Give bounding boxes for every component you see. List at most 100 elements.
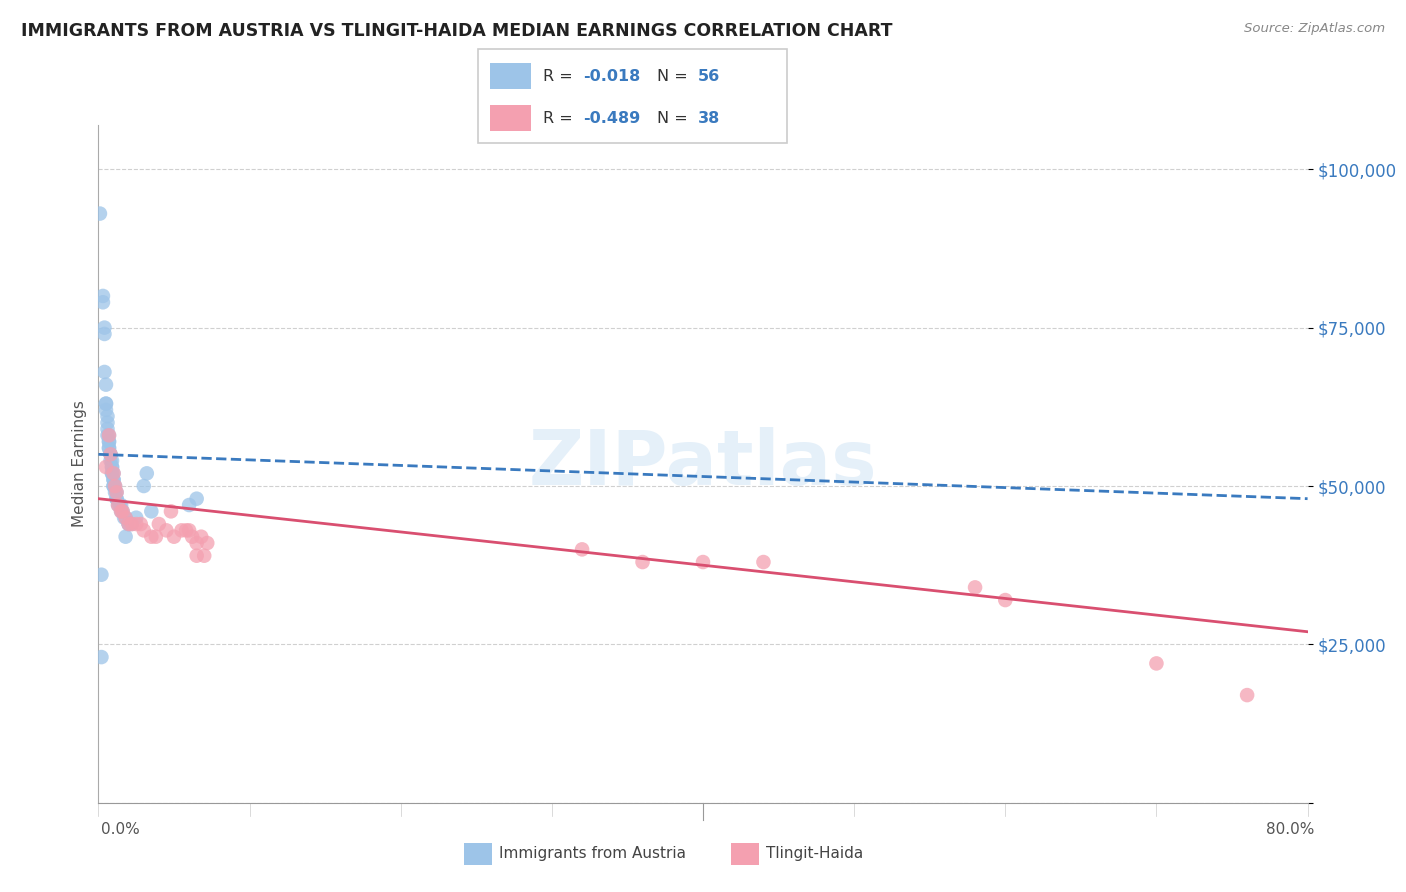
Text: Tlingit-Haida: Tlingit-Haida <box>766 847 863 861</box>
Point <box>101 467 124 481</box>
Point <box>170 524 193 538</box>
Point <box>752 555 775 569</box>
Text: 0.0%: 0.0% <box>101 822 141 837</box>
Point <box>160 504 183 518</box>
Text: R =: R = <box>543 111 578 126</box>
Point <box>121 516 143 531</box>
Point <box>94 460 117 475</box>
Point <box>94 403 117 417</box>
Point <box>103 479 125 493</box>
Text: N =: N = <box>658 69 693 84</box>
Point <box>96 428 118 442</box>
Point <box>103 479 125 493</box>
Text: -0.018: -0.018 <box>583 69 641 84</box>
Point <box>155 524 177 538</box>
FancyBboxPatch shape <box>478 49 787 143</box>
Point <box>100 453 122 467</box>
Point <box>105 485 128 500</box>
Point <box>98 434 121 449</box>
Point <box>91 295 114 310</box>
Point <box>994 593 1017 607</box>
Point <box>103 467 125 481</box>
Point <box>141 530 163 544</box>
Point <box>965 581 987 595</box>
Point <box>114 530 136 544</box>
Point <box>103 467 125 481</box>
Point <box>186 491 208 506</box>
Point <box>107 498 129 512</box>
Point <box>181 530 204 544</box>
Point <box>105 491 128 506</box>
Point <box>103 473 125 487</box>
Point <box>100 447 122 461</box>
Point <box>110 504 132 518</box>
Point <box>190 530 212 544</box>
Point <box>94 377 117 392</box>
Point <box>98 434 121 449</box>
Text: 80.0%: 80.0% <box>1267 822 1315 837</box>
Point <box>186 549 208 563</box>
Point <box>104 485 127 500</box>
Text: 38: 38 <box>697 111 720 126</box>
Point <box>93 365 115 379</box>
Point <box>163 530 186 544</box>
Point <box>193 549 215 563</box>
Point <box>186 536 208 550</box>
Point <box>121 516 143 531</box>
Text: N =: N = <box>658 111 693 126</box>
Bar <box>491 63 530 89</box>
Point <box>110 504 132 518</box>
Point <box>195 536 218 550</box>
Point <box>132 524 155 538</box>
Point <box>98 428 121 442</box>
Point <box>174 524 197 538</box>
Point <box>108 498 131 512</box>
Text: R =: R = <box>543 69 578 84</box>
Point <box>104 479 127 493</box>
Point <box>93 326 115 341</box>
Point <box>177 524 201 538</box>
Point <box>107 498 129 512</box>
Point <box>101 460 124 475</box>
Point <box>1236 688 1258 702</box>
Point <box>98 441 121 455</box>
Point <box>118 516 141 531</box>
Text: Source: ZipAtlas.com: Source: ZipAtlas.com <box>1244 22 1385 36</box>
Point <box>145 530 167 544</box>
Point <box>148 516 170 531</box>
Point <box>125 510 148 524</box>
Text: ZIPatlas: ZIPatlas <box>529 427 877 500</box>
Point <box>118 516 141 531</box>
Point <box>101 453 124 467</box>
Point <box>89 206 111 220</box>
Point <box>101 467 124 481</box>
Point <box>114 510 136 524</box>
Point <box>631 555 654 569</box>
Point <box>93 320 115 334</box>
Point <box>132 479 155 493</box>
Text: IMMIGRANTS FROM AUSTRIA VS TLINGIT-HAIDA MEDIAN EARNINGS CORRELATION CHART: IMMIGRANTS FROM AUSTRIA VS TLINGIT-HAIDA… <box>21 22 893 40</box>
Point <box>135 467 157 481</box>
Point <box>90 650 112 665</box>
Point <box>118 516 141 531</box>
Point <box>103 473 125 487</box>
Point <box>104 479 127 493</box>
Point <box>105 491 128 506</box>
Point <box>125 516 148 531</box>
Point <box>96 416 118 430</box>
Point <box>114 510 136 524</box>
Point <box>571 542 593 557</box>
Point <box>96 422 118 436</box>
Point <box>91 289 114 303</box>
Point <box>111 504 134 518</box>
Text: -0.489: -0.489 <box>583 111 641 126</box>
Point <box>111 504 134 518</box>
Point <box>129 516 152 531</box>
Point <box>105 485 128 500</box>
Point <box>94 397 117 411</box>
Point <box>101 460 124 475</box>
Text: 56: 56 <box>697 69 720 84</box>
Point <box>1144 657 1167 671</box>
Point <box>141 504 163 518</box>
Y-axis label: Median Earnings: Median Earnings <box>72 401 87 527</box>
